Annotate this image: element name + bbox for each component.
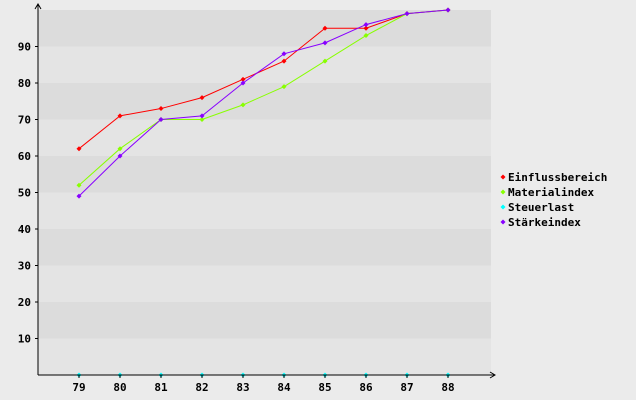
data-point	[322, 25, 328, 31]
data-point	[117, 146, 123, 152]
data-point	[240, 76, 246, 82]
data-point	[322, 58, 328, 64]
data-point	[76, 146, 82, 152]
data-point	[322, 40, 328, 46]
x-tick-label: 88	[441, 381, 454, 394]
x-tick-label: 87	[400, 381, 413, 394]
series-line	[78, 9, 449, 186]
grid-band	[38, 192, 491, 229]
grid-band	[38, 119, 491, 156]
legend-marker	[500, 204, 506, 210]
data-point	[76, 182, 82, 188]
data-point	[199, 117, 205, 122]
legend: Einflussbereich Materialindex Steuerlast St…	[500, 171, 607, 229]
data-point	[404, 11, 410, 17]
legend-item: Steuerlast	[500, 201, 574, 214]
series-line	[78, 9, 449, 150]
x-tick-label: 85	[318, 381, 331, 394]
x-axis-arrow	[489, 371, 496, 379]
y-tick-label: 50	[18, 187, 31, 200]
x-tick-label: 83	[236, 381, 249, 394]
plot-background	[38, 10, 491, 375]
data-point	[117, 113, 123, 119]
x-tick-label: 80	[113, 381, 126, 394]
data-point	[281, 84, 287, 90]
data-point	[199, 113, 205, 119]
data-point	[76, 193, 82, 199]
legend-marker	[500, 219, 506, 225]
data-point	[281, 58, 287, 64]
y-tick-label: 80	[18, 77, 31, 90]
data-point	[199, 95, 205, 101]
y-tick-label: 30	[18, 260, 31, 273]
tick-labels: 10 20 30 40 50 60 70 80 90 79 80 81 82 83 84 85 86 87 88	[18, 41, 455, 395]
y-tick-label: 40	[18, 223, 31, 236]
data-point	[158, 117, 164, 122]
grid-band	[38, 46, 491, 83]
series-line	[78, 9, 449, 197]
data-point	[363, 25, 369, 31]
x-tick-label: 84	[277, 381, 291, 394]
data-point	[363, 22, 369, 28]
legend-item: Stärkeindex	[500, 216, 581, 229]
legend-marker	[500, 174, 506, 180]
x-tick-label: 79	[72, 381, 85, 394]
x-tick-label: 81	[154, 381, 168, 394]
data-point	[445, 7, 451, 13]
data-point	[281, 51, 287, 57]
legend-label: Materialindex	[508, 186, 594, 199]
legend-item: Einflussbereich	[500, 171, 607, 184]
legend-item: Materialindex	[500, 186, 594, 199]
grid-band	[38, 83, 491, 120]
legend-label: Einflussbereich	[508, 171, 607, 184]
grid-band	[38, 10, 491, 47]
y-tick-label: 70	[18, 114, 31, 127]
legend-marker	[500, 189, 506, 195]
grid-band	[38, 338, 491, 375]
y-tick-label: 90	[18, 41, 31, 54]
data-point	[240, 80, 246, 86]
legend-label: Stärkeindex	[508, 216, 581, 229]
grid-band	[38, 229, 491, 266]
y-tick-label: 10	[18, 333, 31, 346]
y-axis-arrow	[34, 3, 42, 10]
series-3	[76, 7, 451, 199]
y-tick-label: 60	[18, 150, 31, 163]
y-tick-label: 20	[18, 296, 31, 309]
axes	[34, 3, 496, 379]
legend-label: Steuerlast	[508, 201, 574, 214]
data-point	[240, 102, 246, 108]
data-point	[363, 33, 369, 39]
x-tick-label: 82	[195, 381, 208, 394]
grid-band	[38, 302, 491, 339]
data-point	[158, 106, 164, 112]
grid-band	[38, 265, 491, 302]
x-tick-label: 86	[359, 381, 373, 394]
data-point	[117, 153, 123, 159]
